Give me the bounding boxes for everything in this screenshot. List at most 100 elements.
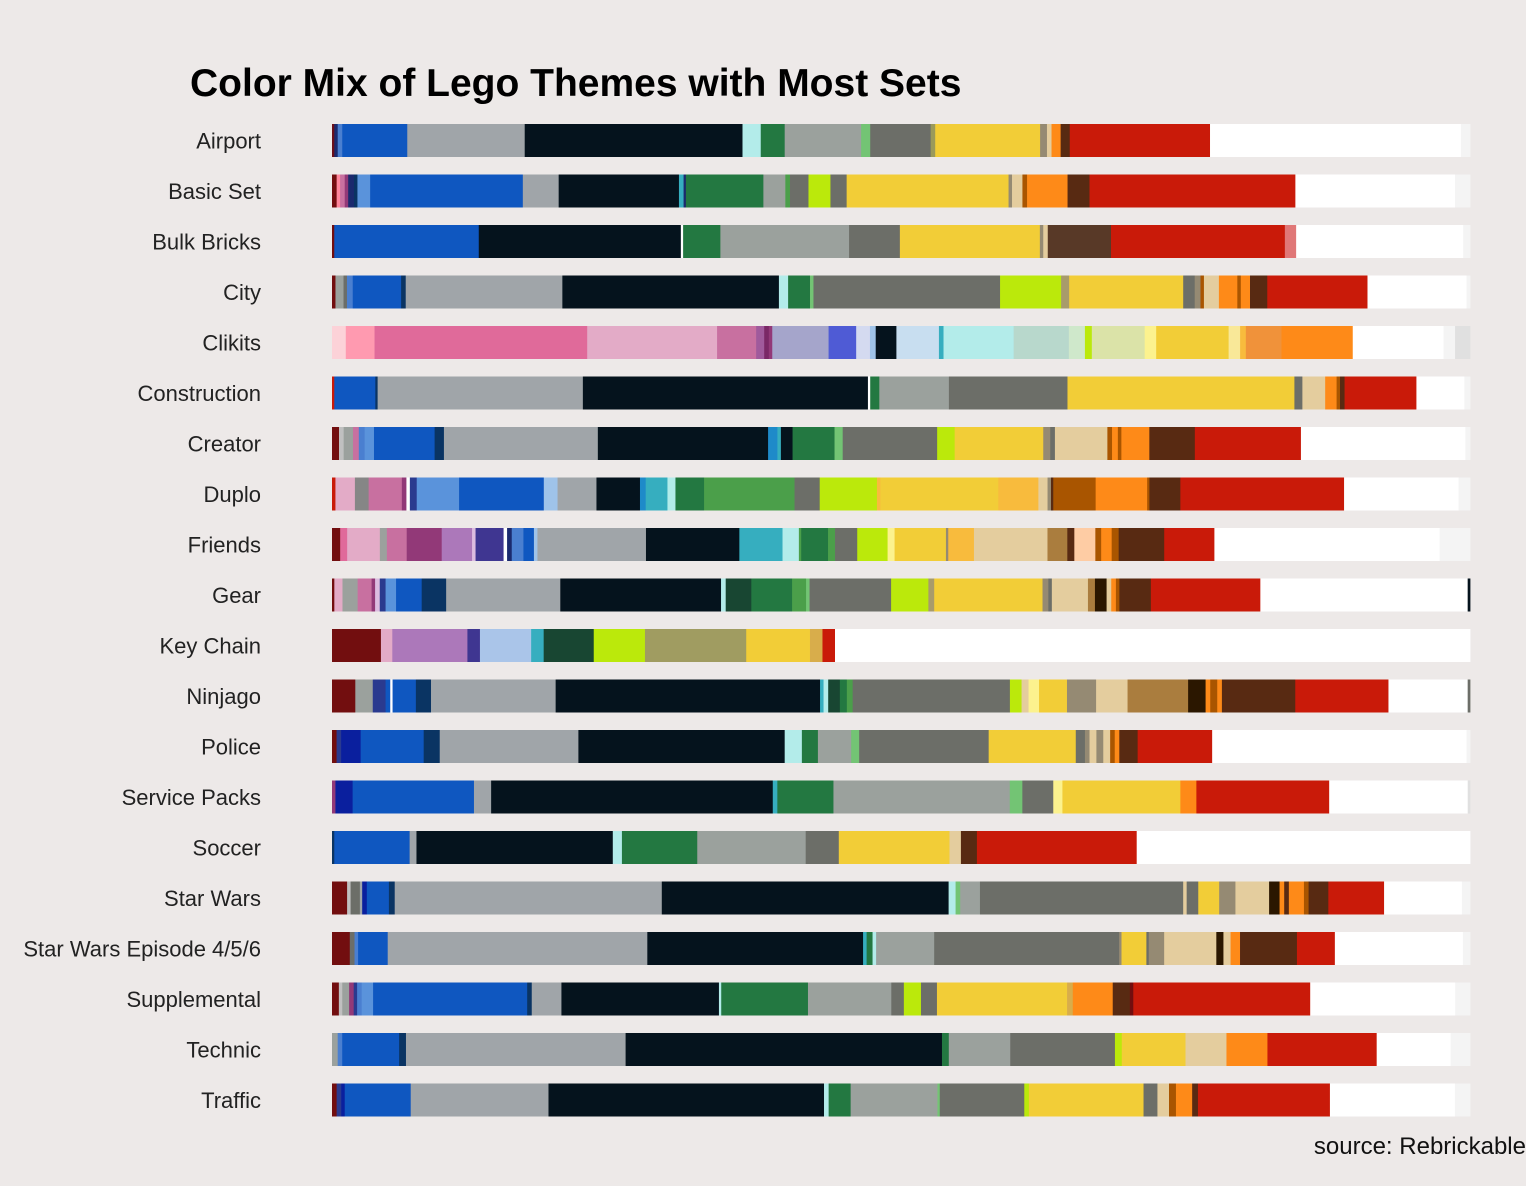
bar-segment [1334,932,1464,965]
bar-segment [503,528,508,561]
bar-segment [359,881,363,915]
bar-segment [1439,528,1471,561]
bar-segment [1121,1033,1186,1066]
bar-segment [866,932,873,965]
bar-segment [1212,730,1467,763]
bar-segment [332,831,335,864]
bar-segment [1047,225,1112,258]
bar-segment [1460,124,1471,157]
bar-segment [782,528,800,561]
bar-segment [1114,1033,1123,1066]
bar-segment [830,174,848,208]
bar-segment [949,831,962,864]
bar-segment [1150,578,1261,612]
bar-segment [1295,174,1456,208]
category-label: Soccer [193,836,261,861]
bar-segment [341,730,362,763]
bar-segment [349,932,355,965]
bar-segment [1310,982,1456,1016]
bar-segment [1013,326,1070,359]
bar-segment [332,477,336,511]
bar-segment [998,477,1039,511]
bar-segment [720,225,850,258]
bar-segment [725,578,752,612]
category-label: Star Wars [164,886,261,911]
bar-segment [721,982,729,1016]
bar-segment [336,174,341,208]
bar-row [332,730,1471,763]
bar-segment [938,326,944,359]
bar-segment [876,932,935,965]
bar-segment [332,376,335,410]
bar-segment [899,225,1041,258]
bar-segment [361,982,374,1016]
bar-row [332,780,1471,814]
bar-segment [358,932,389,965]
bar-segment [1089,174,1296,208]
bar-segment [1103,730,1111,763]
bar-segment [1454,174,1471,208]
bar-segment [1106,578,1112,612]
bar-row [332,275,1471,309]
bar-segment [842,427,938,460]
category-label: City [223,280,261,305]
bar-segment [334,578,343,612]
bar-segment [1267,1033,1378,1066]
bar-segment [401,275,407,309]
bar-segment [822,629,836,662]
bar-segment [819,477,878,511]
bar-segment [337,1033,343,1066]
bar-segment [1107,427,1113,460]
bar-segment [332,326,347,359]
bar-segment [675,477,705,511]
category-label: Ninjago [186,684,261,709]
bar-segment [934,578,1043,612]
bar-segment [1455,982,1471,1016]
bar-row [332,427,1471,460]
bar-row [332,376,1471,410]
bar-segment [560,578,722,612]
bar-segment [345,326,375,359]
bar-segment [358,427,366,460]
bar-row [332,629,1471,662]
bar-segment [937,1083,941,1117]
bar-segment [1465,427,1471,460]
bar-segment [742,124,762,157]
bar-segment [896,326,940,359]
bar-segment [340,528,348,561]
bar-segment [392,629,468,662]
bar-segment [680,225,684,258]
bar-segment [558,174,680,208]
bar-row [332,831,1471,864]
bar-segment [339,427,345,460]
bar-segment [768,427,778,460]
bar-segment [721,578,727,612]
bar-segment [772,326,829,359]
bar-segment [596,477,641,511]
bar-segment [578,730,786,763]
bar-segment [792,578,807,612]
bar-segment [1050,477,1054,511]
bar-segment [988,730,1077,763]
category-label: Creator [188,432,261,457]
bar-segment [1054,427,1108,460]
bar-row [332,881,1471,915]
bar-segment [1121,932,1147,965]
bar-segment [336,730,342,763]
bar-segment [772,780,778,814]
bar-segment [357,982,363,1016]
bar-segment [1288,881,1305,915]
bar-segment [833,780,1011,814]
bar-segment [396,578,423,612]
bar-segment [756,326,765,359]
bar-segment [739,528,783,561]
bar-segment [760,124,786,157]
bar-segment [439,730,579,763]
bar-segment [332,1083,338,1117]
bar-segment [824,1083,830,1117]
bar-segment [1235,881,1270,915]
bar-segment [1217,679,1223,713]
bar-segment [820,679,824,713]
bar-segment [1210,679,1218,713]
category-label: Key Chain [159,634,261,659]
